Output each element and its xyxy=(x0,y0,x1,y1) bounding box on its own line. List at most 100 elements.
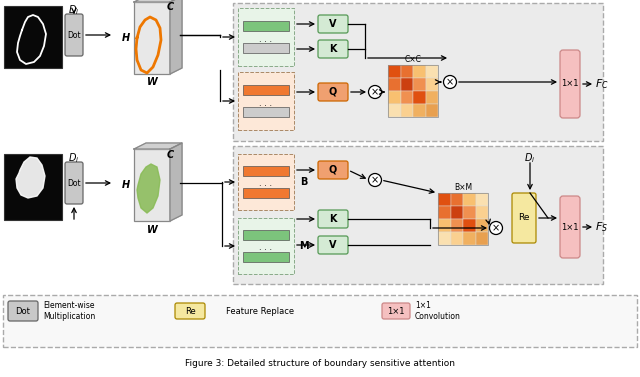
FancyBboxPatch shape xyxy=(560,196,580,258)
Text: C: C xyxy=(166,2,173,12)
Text: . . .: . . . xyxy=(259,100,273,109)
FancyBboxPatch shape xyxy=(65,14,83,56)
Text: $D_i$: $D_i$ xyxy=(524,151,536,165)
FancyBboxPatch shape xyxy=(3,295,637,347)
Text: H: H xyxy=(122,33,130,43)
FancyBboxPatch shape xyxy=(401,104,413,117)
FancyBboxPatch shape xyxy=(243,166,289,176)
FancyBboxPatch shape xyxy=(451,206,463,219)
Text: ×: × xyxy=(492,223,500,233)
Text: W: W xyxy=(147,77,157,87)
Circle shape xyxy=(444,75,456,89)
FancyBboxPatch shape xyxy=(243,252,289,262)
Text: 1×1
Convolution: 1×1 Convolution xyxy=(415,300,461,322)
FancyBboxPatch shape xyxy=(8,301,38,321)
FancyBboxPatch shape xyxy=(388,65,401,78)
FancyBboxPatch shape xyxy=(413,91,426,104)
FancyBboxPatch shape xyxy=(134,149,170,221)
Text: Q: Q xyxy=(329,165,337,175)
Text: . . .: . . . xyxy=(259,242,273,251)
FancyBboxPatch shape xyxy=(476,219,488,232)
FancyBboxPatch shape xyxy=(233,3,603,141)
FancyBboxPatch shape xyxy=(413,104,426,117)
Text: ×: × xyxy=(371,87,379,97)
FancyBboxPatch shape xyxy=(463,219,476,232)
FancyBboxPatch shape xyxy=(438,193,451,206)
FancyBboxPatch shape xyxy=(401,91,413,104)
FancyBboxPatch shape xyxy=(463,232,476,245)
FancyBboxPatch shape xyxy=(134,2,170,74)
FancyBboxPatch shape xyxy=(243,85,289,95)
FancyBboxPatch shape xyxy=(318,236,348,254)
Polygon shape xyxy=(134,143,182,149)
FancyBboxPatch shape xyxy=(318,15,348,33)
FancyBboxPatch shape xyxy=(233,146,603,284)
FancyBboxPatch shape xyxy=(426,78,438,91)
FancyBboxPatch shape xyxy=(476,193,488,206)
FancyBboxPatch shape xyxy=(238,154,294,210)
Text: ×: × xyxy=(446,77,454,87)
Text: ×: × xyxy=(371,175,379,185)
FancyBboxPatch shape xyxy=(401,65,413,78)
Text: K: K xyxy=(329,214,337,224)
FancyBboxPatch shape xyxy=(438,232,451,245)
FancyBboxPatch shape xyxy=(426,65,438,78)
FancyBboxPatch shape xyxy=(243,107,289,117)
Text: C: C xyxy=(166,150,173,160)
Text: K: K xyxy=(329,44,337,54)
Text: Dot: Dot xyxy=(67,31,81,40)
Circle shape xyxy=(490,222,502,234)
FancyBboxPatch shape xyxy=(463,193,476,206)
FancyBboxPatch shape xyxy=(451,193,463,206)
FancyBboxPatch shape xyxy=(560,50,580,118)
Circle shape xyxy=(369,86,381,98)
Text: 1×1: 1×1 xyxy=(561,80,579,89)
Text: 1×1: 1×1 xyxy=(387,307,404,316)
Text: W: W xyxy=(147,225,157,235)
FancyBboxPatch shape xyxy=(426,91,438,104)
Text: Re: Re xyxy=(184,307,195,316)
FancyBboxPatch shape xyxy=(65,162,83,204)
FancyBboxPatch shape xyxy=(476,206,488,219)
FancyBboxPatch shape xyxy=(413,78,426,91)
FancyBboxPatch shape xyxy=(243,43,289,53)
Polygon shape xyxy=(170,143,182,221)
FancyBboxPatch shape xyxy=(4,6,62,68)
FancyBboxPatch shape xyxy=(238,8,294,66)
FancyBboxPatch shape xyxy=(318,161,348,179)
FancyBboxPatch shape xyxy=(238,72,294,130)
FancyBboxPatch shape xyxy=(451,219,463,232)
Text: $D_i$: $D_i$ xyxy=(68,151,79,165)
FancyBboxPatch shape xyxy=(318,83,348,101)
FancyBboxPatch shape xyxy=(451,232,463,245)
FancyBboxPatch shape xyxy=(388,78,401,91)
Text: V: V xyxy=(329,240,337,250)
FancyBboxPatch shape xyxy=(243,21,289,31)
Text: . . .: . . . xyxy=(259,178,273,187)
Text: $F_C$: $F_C$ xyxy=(595,77,609,91)
FancyBboxPatch shape xyxy=(512,193,536,243)
Text: $F_S$: $F_S$ xyxy=(595,220,608,234)
Text: H: H xyxy=(122,180,130,190)
Text: Re: Re xyxy=(518,213,530,222)
FancyBboxPatch shape xyxy=(476,232,488,245)
Text: C×C: C×C xyxy=(404,55,421,64)
Polygon shape xyxy=(16,157,45,198)
Polygon shape xyxy=(137,164,160,213)
FancyBboxPatch shape xyxy=(382,303,410,319)
Text: Dot: Dot xyxy=(15,307,31,316)
Text: Dot: Dot xyxy=(67,178,81,187)
Text: V: V xyxy=(329,19,337,29)
FancyBboxPatch shape xyxy=(388,104,401,117)
FancyBboxPatch shape xyxy=(175,303,205,319)
Text: Figure 3: Detailed structure of boundary sensitive attention: Figure 3: Detailed structure of boundary… xyxy=(185,360,455,368)
Text: $D_i$: $D_i$ xyxy=(68,3,79,17)
FancyBboxPatch shape xyxy=(243,230,289,240)
Text: Element-wise
Multiplication: Element-wise Multiplication xyxy=(43,300,95,322)
Polygon shape xyxy=(170,0,182,74)
Text: Feature Replace: Feature Replace xyxy=(226,307,294,316)
FancyBboxPatch shape xyxy=(318,210,348,228)
Circle shape xyxy=(369,173,381,187)
Text: B×M: B×M xyxy=(454,184,472,193)
FancyBboxPatch shape xyxy=(438,219,451,232)
